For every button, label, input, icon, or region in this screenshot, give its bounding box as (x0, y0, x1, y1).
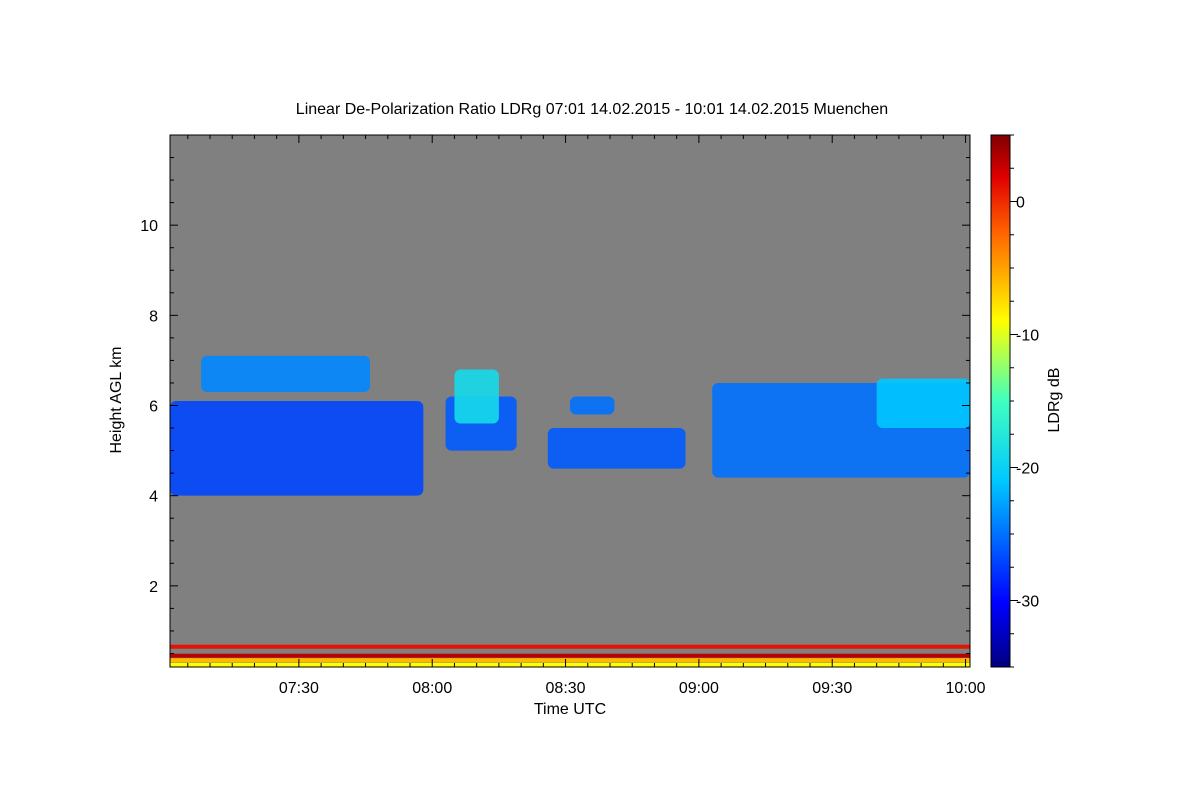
ground-band (170, 644, 970, 649)
x-axis: 07:30 08:00 08:30 09:00 09:30 10:00 (187, 135, 986, 697)
cloud-region (570, 396, 615, 415)
y-tick-label: 8 (149, 308, 158, 325)
colorbar-ticks: 0 -10 -20 -30 (1010, 134, 1039, 668)
x-tick-label: 10:00 (946, 680, 986, 697)
cloud-layer (170, 355, 970, 496)
colorbar-tick-label: -20 (1016, 461, 1039, 478)
x-axis-label: Time UTC (534, 701, 606, 718)
y-tick-label: 4 (149, 489, 158, 506)
plot-frame (169, 134, 971, 668)
y-axis-label: Height AGL km (108, 346, 125, 453)
ground-band (170, 653, 970, 658)
cloud-region (876, 378, 970, 429)
y-tick-label: 10 (140, 218, 158, 235)
cloud-region (454, 369, 499, 424)
cloud-region (170, 401, 424, 496)
cloud-region (547, 428, 686, 469)
x-tick-label: 08:30 (546, 680, 586, 697)
y-tick-label: 2 (149, 579, 158, 596)
cloud-region (201, 355, 370, 392)
x-tick-label: 08:00 (412, 680, 452, 697)
ground-bands (170, 644, 970, 667)
chart-title: Linear De-Polarization Ratio LDRg 07:01 … (296, 101, 888, 118)
colorbar (990, 134, 1011, 668)
colorbar-label: LDRg dB (1046, 368, 1063, 433)
y-axis: 2 4 6 8 10 (140, 157, 970, 654)
ground-band (170, 662, 970, 667)
x-tick-label: 09:30 (812, 680, 852, 697)
x-tick-label: 09:00 (679, 680, 719, 697)
colorbar-tick-label: -10 (1016, 328, 1039, 345)
x-tick-label: 07:30 (279, 680, 319, 697)
y-tick-label: 6 (149, 399, 158, 416)
colorbar-tick-label: 0 (1016, 195, 1025, 212)
ground-band (170, 658, 970, 663)
colorbar-tick-label: -30 (1016, 594, 1039, 611)
